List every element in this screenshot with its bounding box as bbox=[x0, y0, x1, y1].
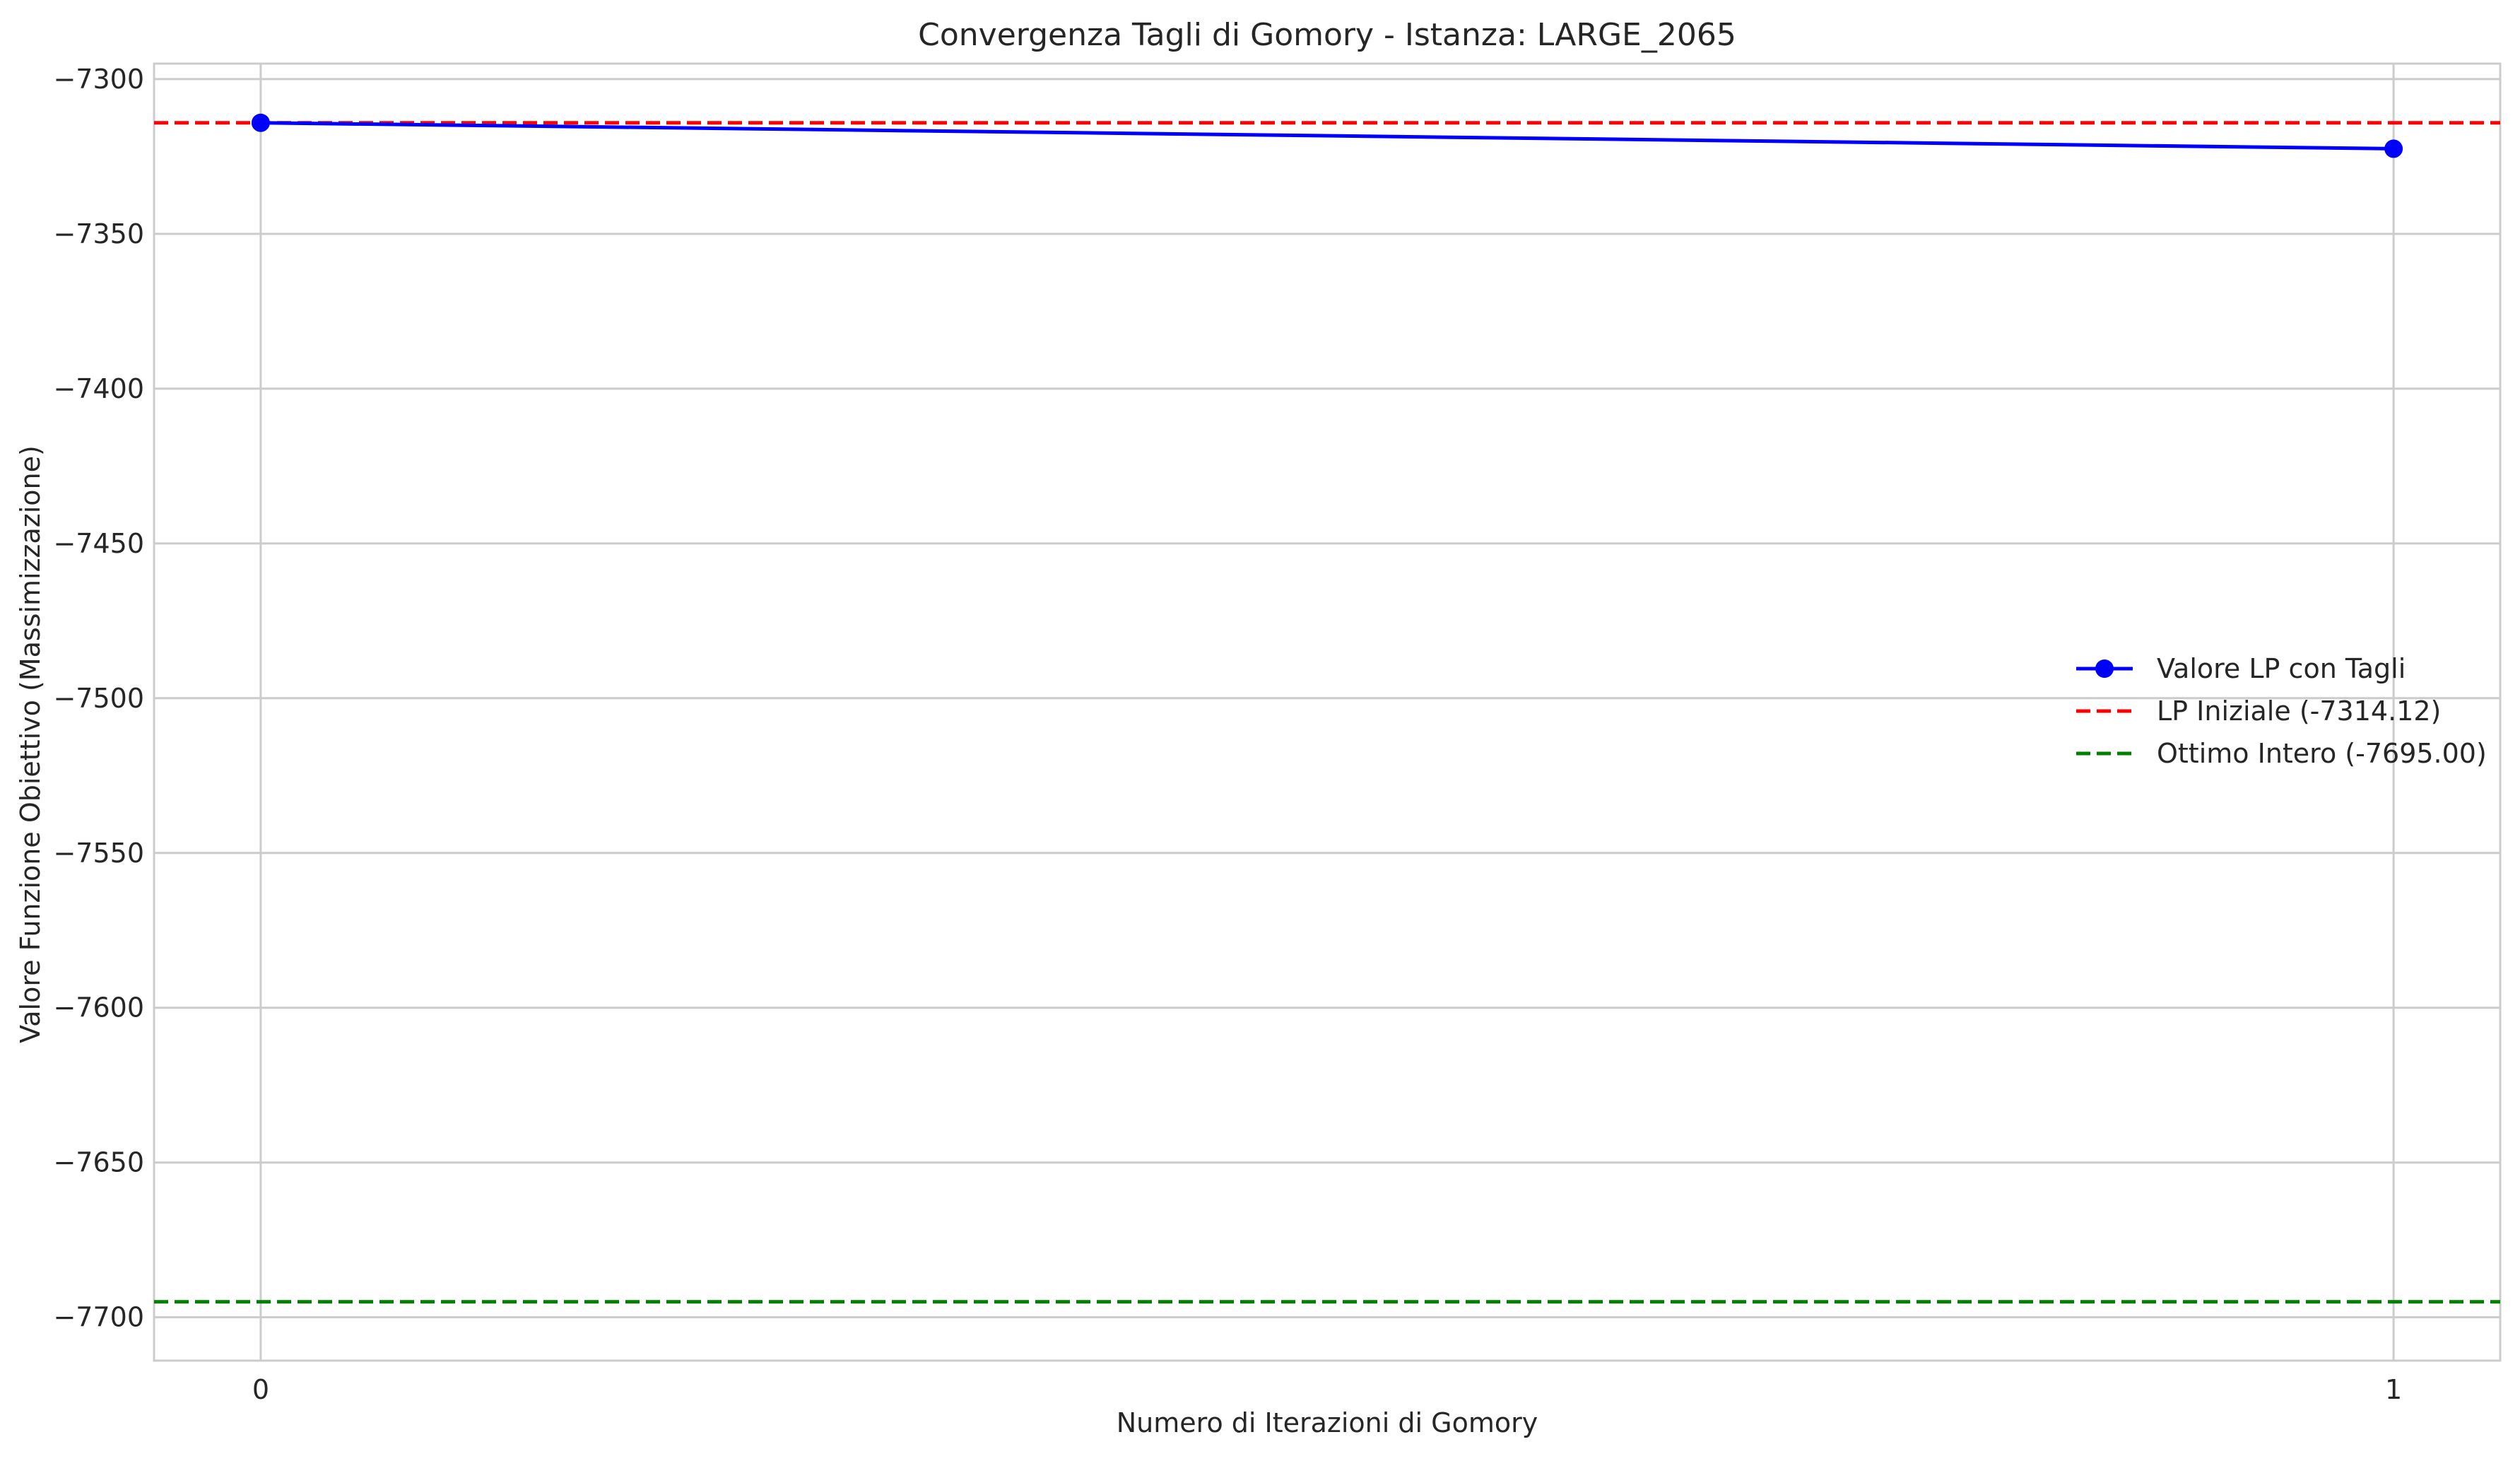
y-ticks: −7300 −7350 −7400 −7450 −7500 −7550 −7600 −7650… bbox=[53, 64, 144, 1333]
x-tick-label: 1 bbox=[2385, 1374, 2402, 1405]
y-tick-label: −7450 bbox=[53, 528, 144, 559]
chart-title: Convergenza Tagli di Gomory - Istanza: L… bbox=[918, 17, 1736, 53]
series-line bbox=[260, 121, 2394, 151]
data-point bbox=[2384, 139, 2403, 158]
legend: Valore LP con Tagli LP Iniziale (-7314.12… bbox=[2076, 653, 2487, 769]
y-tick-label: −7400 bbox=[53, 373, 144, 404]
grid bbox=[154, 64, 2500, 1361]
y-tick-label: −7300 bbox=[53, 64, 144, 95]
legend-label: Valore LP con Tagli bbox=[2157, 653, 2406, 684]
y-tick-label: −7550 bbox=[53, 838, 144, 869]
x-tick-label: 0 bbox=[252, 1374, 269, 1405]
legend-marker bbox=[2095, 659, 2114, 678]
plot-frame bbox=[153, 62, 2502, 1362]
x-axis-label: Numero di Iterazioni di Gomory bbox=[1117, 1407, 1538, 1438]
data-point bbox=[251, 113, 270, 132]
y-tick-label: −7350 bbox=[53, 218, 144, 250]
series bbox=[251, 113, 2403, 158]
legend-label: Ottimo Intero (-7695.00) bbox=[2157, 738, 2487, 769]
reference-lines bbox=[154, 121, 2500, 1304]
legend-label: LP Iniziale (-7314.12) bbox=[2157, 696, 2441, 727]
y-tick-label: −7600 bbox=[53, 992, 144, 1023]
y-tick-label: −7700 bbox=[53, 1302, 144, 1333]
y-tick-label: −7500 bbox=[53, 683, 144, 714]
y-axis-label: Valore Funzione Obiettivo (Massimizzazio… bbox=[15, 445, 46, 1043]
y-tick-label: −7650 bbox=[53, 1147, 144, 1178]
